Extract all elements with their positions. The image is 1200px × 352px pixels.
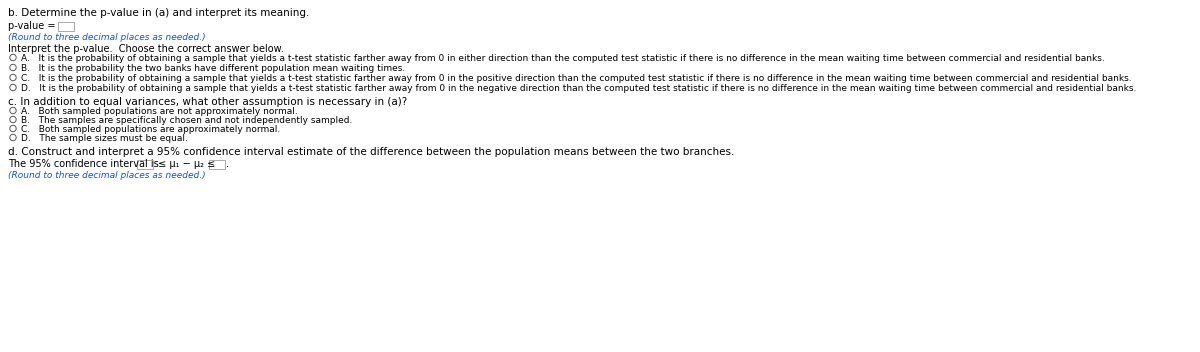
FancyBboxPatch shape <box>209 160 224 169</box>
Text: (Round to three decimal places as needed.): (Round to three decimal places as needed… <box>8 171 205 180</box>
Text: c. In addition to equal variances, what other assumption is necessary in (a)?: c. In addition to equal variances, what … <box>8 97 407 107</box>
Text: A.   It is the probability of obtaining a sample that yields a t-test statistic : A. It is the probability of obtaining a … <box>22 54 1105 63</box>
Text: Interpret the p-value.  Choose the correct answer below.: Interpret the p-value. Choose the correc… <box>8 44 283 54</box>
FancyBboxPatch shape <box>137 160 152 169</box>
Text: .: . <box>226 159 229 169</box>
Text: A.   Both sampled populations are not approximately normal.: A. Both sampled populations are not appr… <box>22 107 298 116</box>
Text: The 95% confidence interval is: The 95% confidence interval is <box>8 159 162 169</box>
Text: p-value =: p-value = <box>8 21 59 31</box>
Text: B.   The samples are specifically chosen and not independently sampled.: B. The samples are specifically chosen a… <box>22 116 353 125</box>
FancyBboxPatch shape <box>58 22 74 31</box>
Text: (Round to three decimal places as needed.): (Round to three decimal places as needed… <box>8 33 205 42</box>
Text: C.   It is the probability of obtaining a sample that yields a t-test statistic : C. It is the probability of obtaining a … <box>22 74 1132 83</box>
Text: b. Determine the p-value in (a) and interpret its meaning.: b. Determine the p-value in (a) and inte… <box>8 8 310 18</box>
Text: C.   Both sampled populations are approximately normal.: C. Both sampled populations are approxim… <box>22 125 281 134</box>
Text: D.   The sample sizes must be equal.: D. The sample sizes must be equal. <box>22 134 188 143</box>
Text: B.   It is the probability the two banks have different population mean waiting : B. It is the probability the two banks h… <box>22 64 406 73</box>
Text: ≤ μ₁ − μ₂ ≤: ≤ μ₁ − μ₂ ≤ <box>155 159 218 169</box>
Text: d. Construct and interpret a 95% confidence interval estimate of the difference : d. Construct and interpret a 95% confide… <box>8 147 734 157</box>
Text: D.   It is the probability of obtaining a sample that yields a t-test statistic : D. It is the probability of obtaining a … <box>22 84 1136 93</box>
